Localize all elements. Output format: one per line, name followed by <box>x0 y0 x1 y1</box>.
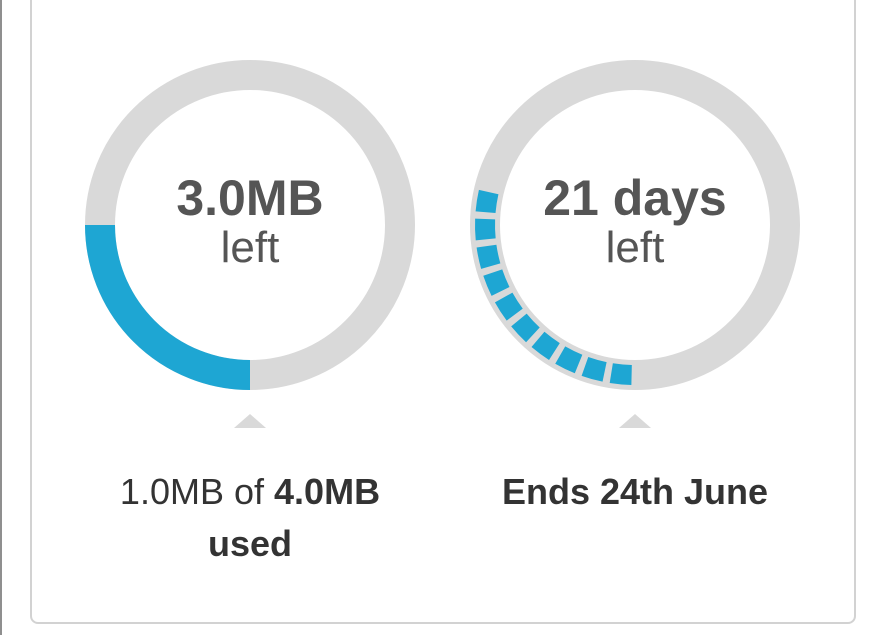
days-remaining-unit: left <box>605 223 665 272</box>
days-elapsed-segment <box>476 244 501 269</box>
days-remaining-center: 21 days left <box>470 60 800 390</box>
days-remaining-gauge: 21 days left <box>470 60 800 390</box>
data-used-word: used <box>207 523 293 564</box>
data-remaining-unit: left <box>220 223 280 272</box>
days-elapsed-segment <box>531 331 560 360</box>
data-of-word: of <box>233 471 265 512</box>
days-elapsed-segment <box>494 292 523 321</box>
window-left-edge <box>0 0 2 635</box>
usage-panel: 3.0MB left 1.0MB of 4.0MB used 21 days l… <box>30 0 856 624</box>
days-elapsed-segment <box>475 189 499 214</box>
data-used-amount: 1.0MB <box>119 471 224 512</box>
data-usage-fill-arc <box>85 224 251 390</box>
days-elapsed-segment <box>555 346 583 374</box>
days-elapsed-segment <box>475 218 496 241</box>
days-elapsed-segment <box>609 363 632 385</box>
data-usage-pointer <box>234 414 266 428</box>
days-remaining-pointer <box>619 414 651 428</box>
days-remaining-ring <box>470 60 800 390</box>
data-total-amount: 4.0MB <box>274 471 381 512</box>
data-usage-caption: 1.0MB of 4.0MB used <box>70 466 430 570</box>
days-elapsed-segments <box>475 189 632 385</box>
data-remaining-value: 3.0MB <box>176 170 324 226</box>
days-elapsed-segment <box>581 356 607 382</box>
period-end-caption: Ends 24th June <box>455 466 815 518</box>
data-usage-ring <box>85 60 415 390</box>
data-usage-gauge: 3.0MB left <box>85 60 415 390</box>
data-usage-center: 3.0MB left <box>85 60 415 390</box>
days-elapsed-segment <box>483 269 510 296</box>
period-end-text: Ends 24th June <box>501 471 769 512</box>
days-elapsed-segment <box>511 313 540 343</box>
days-remaining-value: 21 days <box>543 170 727 226</box>
